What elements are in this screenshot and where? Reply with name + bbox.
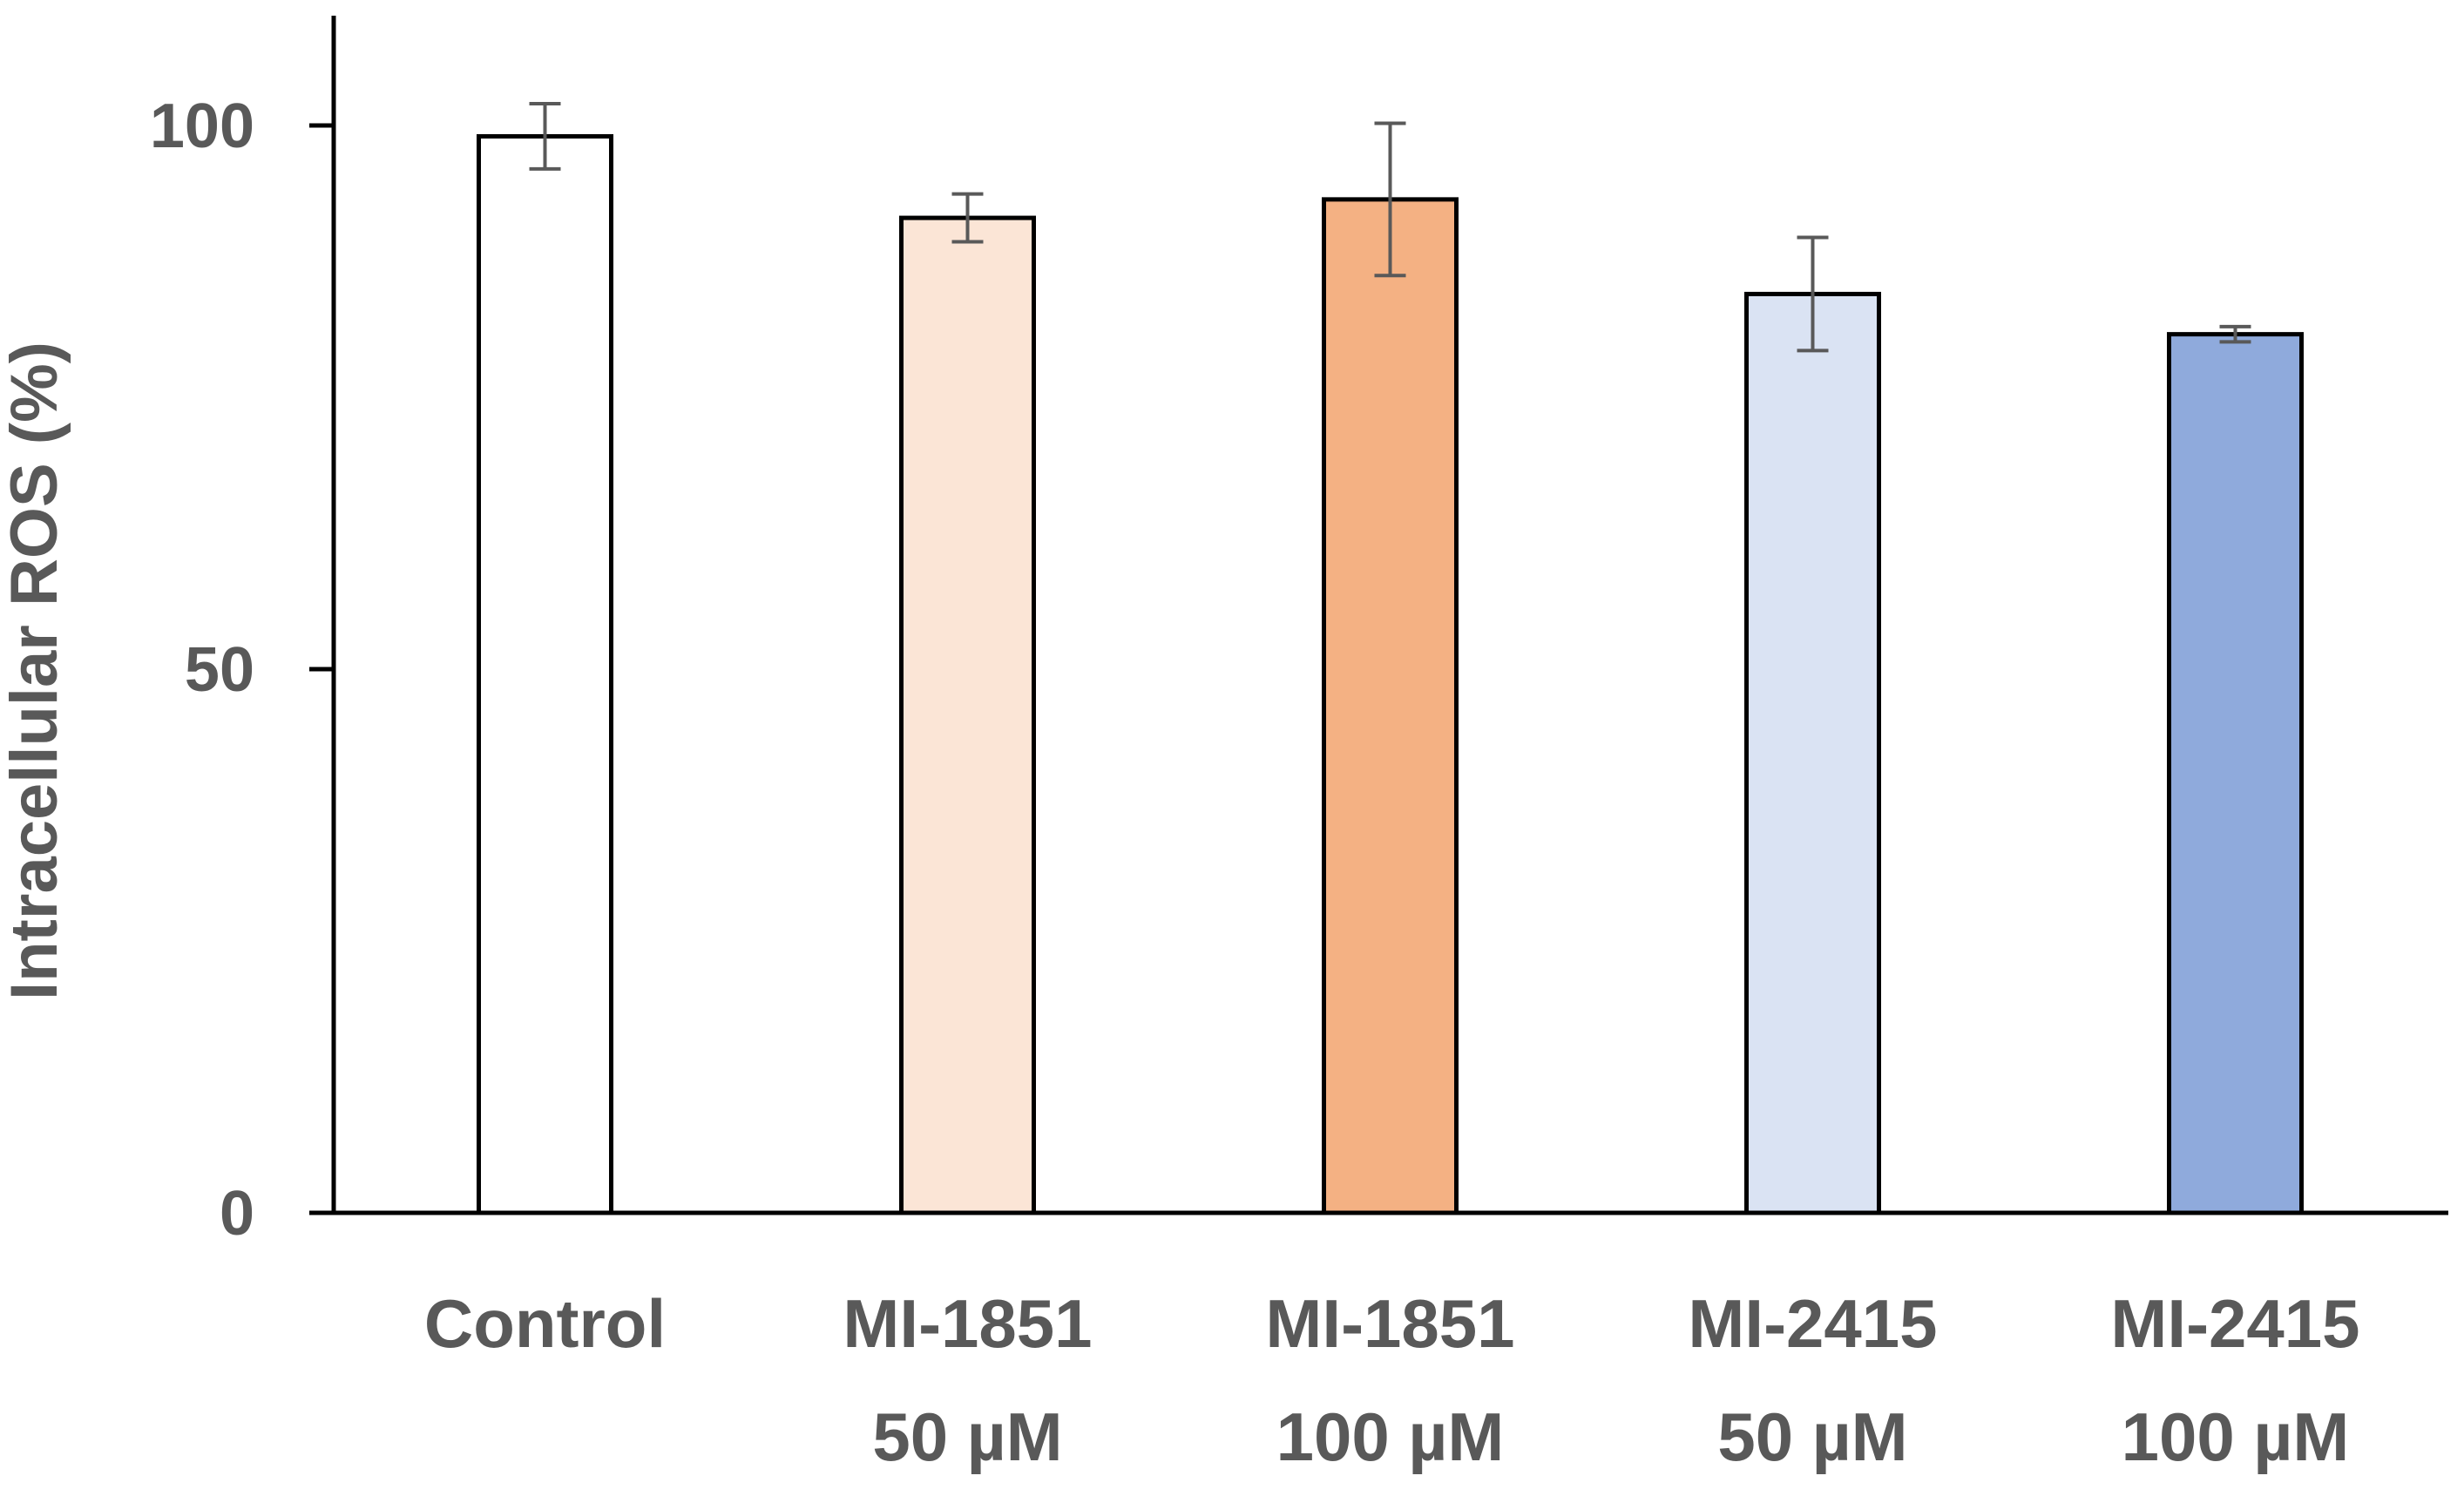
x-label-3-line1: MI-1851 <box>1265 1285 1514 1362</box>
y-tick-label-100: 100 <box>150 91 254 161</box>
y-tick-label-0: 0 <box>220 1179 254 1249</box>
x-label-5-line1: MI-2415 <box>2110 1285 2359 1362</box>
bar-1 <box>477 133 613 1215</box>
x-label-5-line2: 100 µM <box>2122 1398 2350 1475</box>
y-axis-title: Intracellular ROS (%) <box>0 342 71 1000</box>
axes-layer <box>309 16 2448 1215</box>
y-ticks-layer: 0 50 100 <box>150 91 334 1249</box>
bar-3 <box>1322 197 1459 1215</box>
x-labels-layer: Control MI-1851 50 µM MI-1851 100 µM MI-2415 5… <box>424 1285 2360 1475</box>
bar-5 <box>2167 332 2304 1215</box>
error-bar-1 <box>529 102 561 171</box>
bar-4 <box>1744 291 1881 1215</box>
bar-2 <box>899 215 1036 1215</box>
x-label-4-line1: MI-2415 <box>1688 1285 1937 1362</box>
error-bar-3 <box>1374 121 1406 278</box>
x-label-4-line2: 50 µM <box>1717 1398 1907 1475</box>
error-bars-layer <box>529 102 2251 353</box>
bars-layer <box>477 133 2304 1215</box>
x-label-1-line1: Control <box>424 1285 666 1362</box>
error-bar-2 <box>951 192 984 244</box>
x-label-2-line1: MI-1851 <box>843 1285 1092 1362</box>
x-label-2-line2: 50 µM <box>872 1398 1062 1475</box>
y-tick-label-50: 50 <box>185 635 254 705</box>
error-bar-4 <box>1797 235 1829 353</box>
error-bar-5 <box>2219 324 2251 344</box>
x-label-3-line2: 100 µM <box>1276 1398 1505 1475</box>
